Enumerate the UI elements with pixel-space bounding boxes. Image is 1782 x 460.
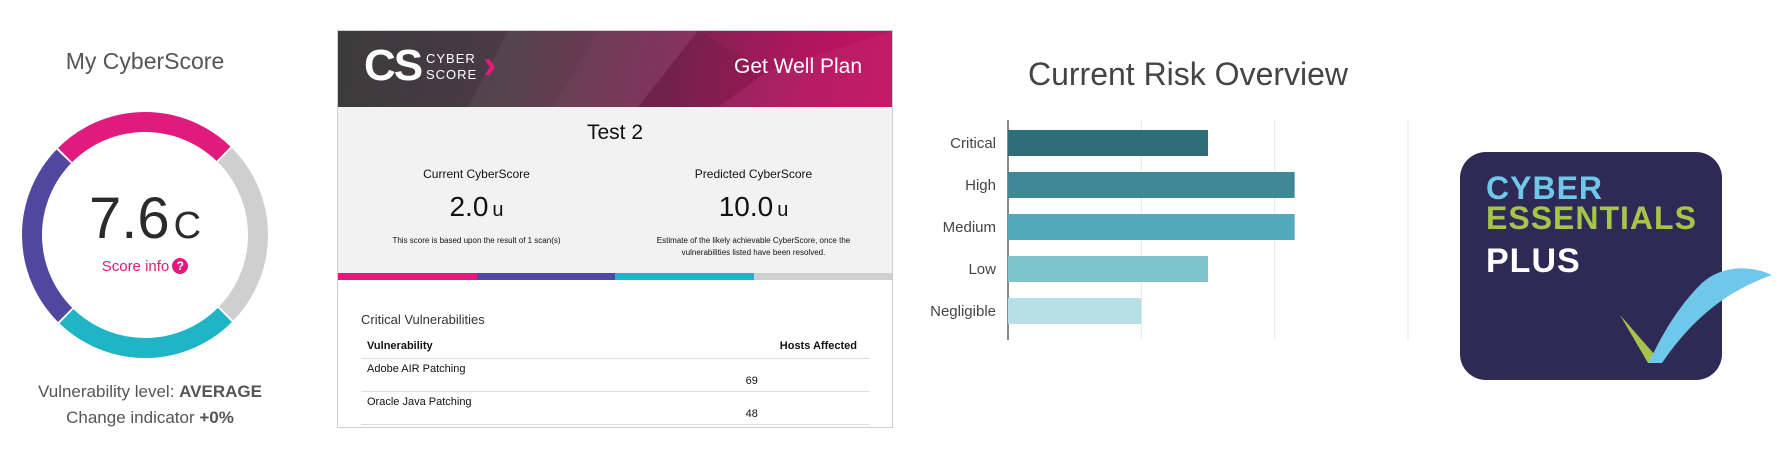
- stripe-segment: [476, 273, 615, 280]
- change-indicator: Change indicator +0%: [0, 408, 300, 428]
- logo-word-cyber: CYBER: [426, 51, 476, 66]
- score-info-label: Score info: [101, 258, 170, 275]
- hosts-affected: 69: [640, 358, 869, 392]
- change-indicator-value: +0%: [199, 408, 234, 427]
- cyberscore-logo-mark: CS: [364, 41, 423, 90]
- current-score-number: 2.0: [449, 191, 489, 222]
- score-summary: Test 2 Current CyberScore 2.0 u This scor…: [338, 107, 892, 273]
- category-label-low: Low: [968, 261, 996, 278]
- risk-bar-chart: Critical High Medium Low Negligible: [930, 120, 1409, 340]
- risk-overview-title: Current Risk Overview: [1027, 56, 1349, 92]
- bar-critical: [1008, 130, 1208, 156]
- stripe-segment: [615, 273, 754, 280]
- score-gauge: [21, 111, 268, 358]
- predicted-score-number: 10.0: [718, 191, 774, 222]
- category-label-critical: Critical: [950, 135, 996, 152]
- predicted-cyberscore: Predicted CyberScore 10.0 u Estimate of t…: [615, 167, 892, 259]
- table-header-row: Vulnerability Hosts Affected: [361, 334, 869, 359]
- stripe-segment: [753, 273, 892, 280]
- score-value: 7.6 C: [20, 190, 270, 248]
- gauge-segment-teal: [21, 111, 268, 358]
- column-header-vulnerability: Vulnerability: [361, 334, 641, 359]
- gauge-segment-grey: [21, 111, 268, 358]
- test-name: Test 2: [586, 121, 644, 144]
- critical-vulnerabilities-title: Critical Vulnerabilities: [361, 312, 485, 327]
- logo-word-score: SCORE: [426, 67, 478, 82]
- badge-line-essentials: ESSENTIALS: [1486, 200, 1697, 236]
- current-score-grade: u: [492, 199, 504, 221]
- hosts-affected: 48: [640, 391, 869, 425]
- vulnerability-level-value: AVERAGE: [179, 382, 262, 401]
- bar-negligible: [1008, 298, 1142, 324]
- predicted-score-grade: u: [777, 199, 789, 221]
- badge-line-cyber: CYBER: [1486, 170, 1604, 206]
- predicted-cyberscore-label: Predicted CyberScore: [694, 167, 813, 181]
- current-cyberscore-value: 2.0 u: [338, 191, 615, 223]
- score-number: 7.6: [88, 186, 170, 251]
- current-cyberscore-note: This score is based upon the result of 1…: [392, 236, 561, 245]
- change-indicator-label: Change indicator: [66, 408, 195, 427]
- badge-line-plus: PLUS: [1486, 242, 1581, 280]
- header-background-shapes: [468, 31, 892, 107]
- vulnerability-name: Oracle Java Patching: [361, 391, 641, 425]
- table-row[interactable]: Adobe AIR Patching 69: [361, 358, 869, 392]
- current-cyberscore-label: Current CyberScore: [423, 167, 530, 181]
- help-icon: ?: [172, 258, 189, 274]
- cyberscore-logo-text: CYBER SCORE: [426, 51, 477, 83]
- cyber-essentials-plus-badge: CYBER ESSENTIALS PLUS: [1460, 152, 1722, 380]
- category-label-high: High: [965, 177, 996, 194]
- predicted-cyberscore-value: 10.0 u: [615, 191, 892, 223]
- get-well-plan-title: Get Well Plan: [734, 55, 862, 78]
- chevron-right-icon: ›: [483, 43, 497, 87]
- checkmark-icon: [1620, 268, 1772, 363]
- vulnerability-name: Adobe AIR Patching: [361, 358, 641, 392]
- score-grade: C: [173, 205, 202, 247]
- get-well-plan-card: CS CYBER SCORE › Get Well Plan Test 2 Cu…: [337, 30, 893, 428]
- current-risk-overview: Current Risk Overview Critical High Medium…: [908, 40, 1468, 340]
- table-row[interactable]: Oracle Java Patching 48: [361, 391, 869, 425]
- vulnerability-level: Vulnerability level: AVERAGE: [0, 382, 300, 402]
- vulnerabilities-table: Vulnerability Hosts Affected Adobe AIR P…: [361, 334, 869, 425]
- stripe-segment: [338, 273, 477, 280]
- category-label-medium: Medium: [943, 219, 996, 236]
- bar-low: [1008, 256, 1208, 282]
- my-cyberscore-panel: My CyberScore 7.6 C Score info? Vulnerabi…: [0, 0, 300, 460]
- color-stripe: [338, 273, 892, 280]
- score-info-link[interactable]: Score info?: [20, 258, 270, 275]
- vulnerability-level-label: Vulnerability level:: [38, 382, 175, 401]
- bar-medium: [1008, 214, 1295, 240]
- score-panel-title: My CyberScore: [65, 48, 225, 74]
- predicted-cyberscore-note: Estimate of the likely achievable CyberS…: [656, 236, 851, 257]
- bar-high: [1008, 172, 1295, 198]
- current-cyberscore: Current CyberScore 2.0 u This score is ba…: [338, 167, 615, 247]
- get-well-plan-header: CS CYBER SCORE › Get Well Plan: [338, 31, 892, 107]
- column-header-hosts-affected: Hosts Affected: [640, 334, 869, 359]
- category-label-negligible: Negligible: [930, 303, 996, 320]
